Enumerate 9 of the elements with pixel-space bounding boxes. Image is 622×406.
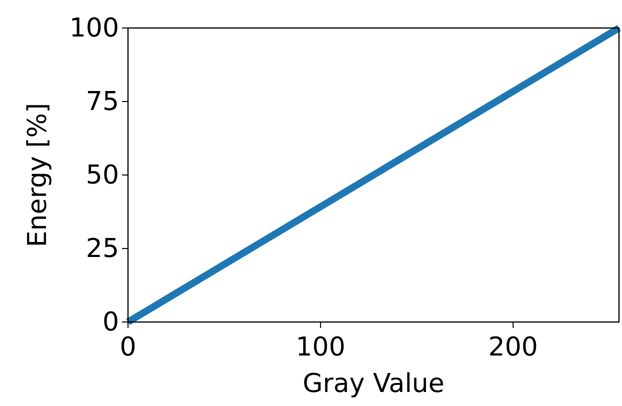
x-tick-label: 100 xyxy=(296,332,346,363)
y-tick-label: 100 xyxy=(69,13,119,44)
x-axis-title: Gray Value xyxy=(302,369,444,399)
y-tick-label: 0 xyxy=(102,307,119,338)
x-tick-label: 200 xyxy=(488,332,538,363)
y-tick-label: 25 xyxy=(86,234,119,264)
y-tick-label: 50 xyxy=(86,160,119,190)
y-tick-label: 75 xyxy=(86,86,119,117)
y-axis-title: Energy [%] xyxy=(23,102,53,248)
